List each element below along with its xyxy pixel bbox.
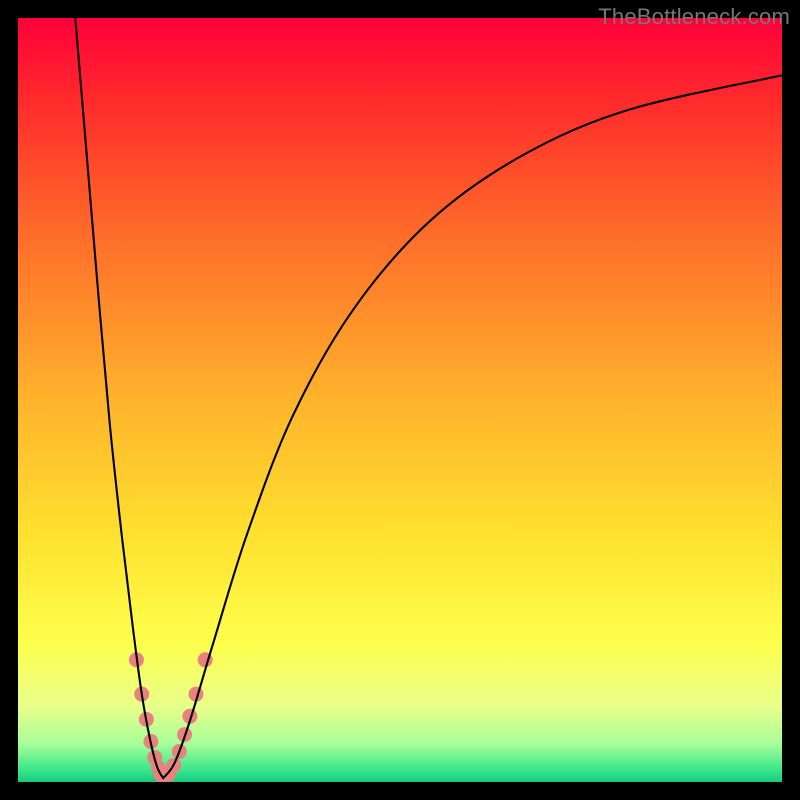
figure-root: TheBottleneck.com	[0, 0, 800, 800]
curve-left-branch	[75, 18, 163, 778]
watermark-label: TheBottleneck.com	[598, 4, 790, 30]
plot-area	[18, 18, 782, 782]
curve-svg	[18, 18, 782, 782]
curve-right-branch	[163, 75, 782, 778]
